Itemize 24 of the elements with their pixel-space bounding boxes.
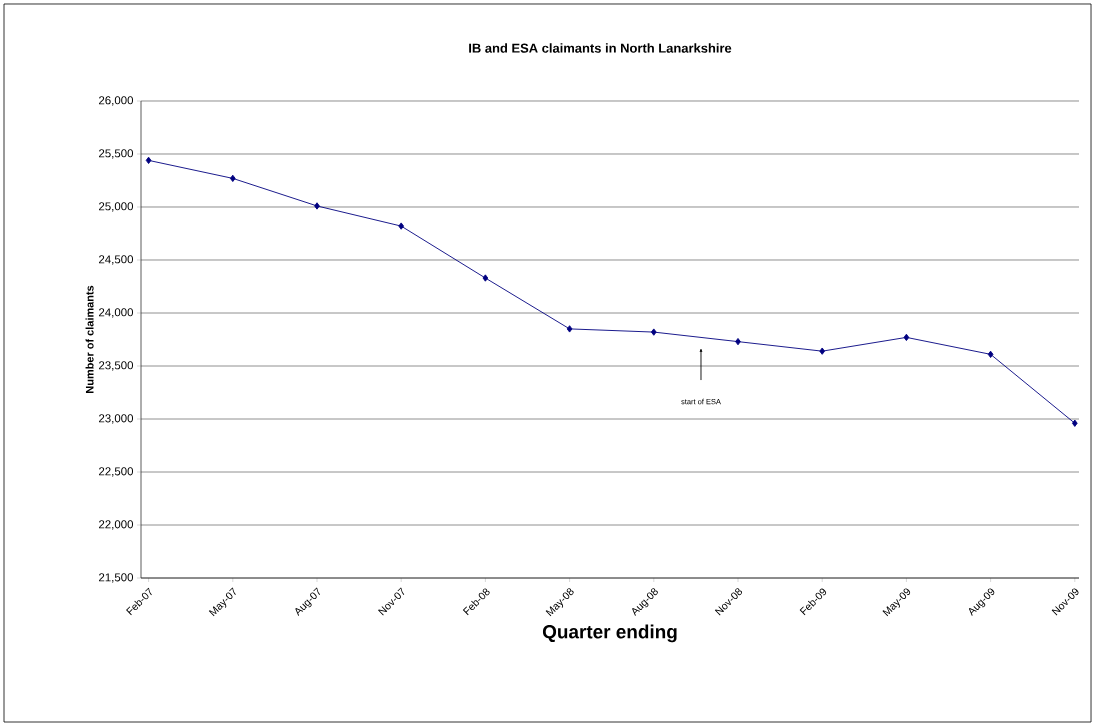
y-tick-label: 21,500: [99, 573, 134, 583]
point: [566, 325, 573, 333]
y-tick-label: 26,000: [99, 96, 134, 106]
y-tick-label: 23,000: [99, 414, 134, 424]
y-tick-label: 22,000: [99, 520, 134, 530]
y-tick-label: 25,500: [99, 149, 134, 159]
point: [1071, 419, 1078, 427]
point: [650, 328, 657, 336]
point: [229, 174, 236, 183]
chart-title: IB and ESA claimants in North Lanarkshire: [469, 43, 732, 53]
point: [482, 274, 489, 282]
point: [903, 333, 910, 342]
y-tick-label: 24,000: [99, 308, 134, 318]
point: [398, 222, 405, 230]
point: [987, 350, 994, 358]
y-tick-label: 24,500: [99, 255, 134, 265]
x-axis-title: Quarter ending: [542, 624, 677, 643]
y-tick-label: 25,000: [99, 202, 134, 212]
point: [819, 347, 826, 355]
y-axis-title: Number of claimants: [85, 285, 94, 393]
point: [145, 156, 152, 164]
point: [314, 202, 320, 210]
y-tick-label: 23,500: [99, 361, 134, 371]
y-tick-label: 22,500: [99, 467, 134, 477]
